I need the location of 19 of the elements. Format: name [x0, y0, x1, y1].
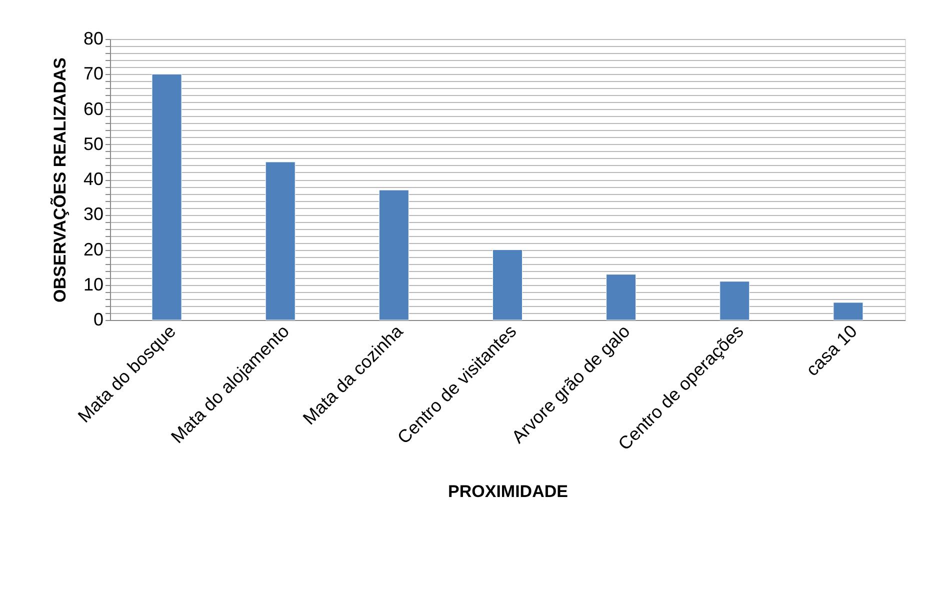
- y-tick-label: 40: [83, 169, 104, 189]
- bar: [720, 281, 750, 320]
- y-tick-label: 60: [83, 98, 104, 119]
- bar: [606, 274, 636, 320]
- y-tick-label: 30: [83, 204, 104, 224]
- y-tick-label: 80: [83, 28, 104, 48]
- y-tick-label: 50: [83, 134, 104, 154]
- bar: [492, 250, 523, 320]
- y-tick-label: 70: [83, 64, 104, 84]
- y-tick-label: 10: [83, 274, 104, 294]
- x-tick-label: casa 10: [802, 321, 861, 380]
- y-tick-label: 20: [83, 239, 104, 260]
- bar: [378, 190, 409, 320]
- y-axis-title: OBSERVAÇÕES REALIZADAS: [49, 58, 70, 302]
- bar: [833, 302, 864, 320]
- y-tick-label: 0: [93, 310, 104, 330]
- bar: [152, 74, 182, 320]
- bar: [265, 162, 296, 320]
- x-axis-title: PROXIMIDADE: [448, 482, 568, 502]
